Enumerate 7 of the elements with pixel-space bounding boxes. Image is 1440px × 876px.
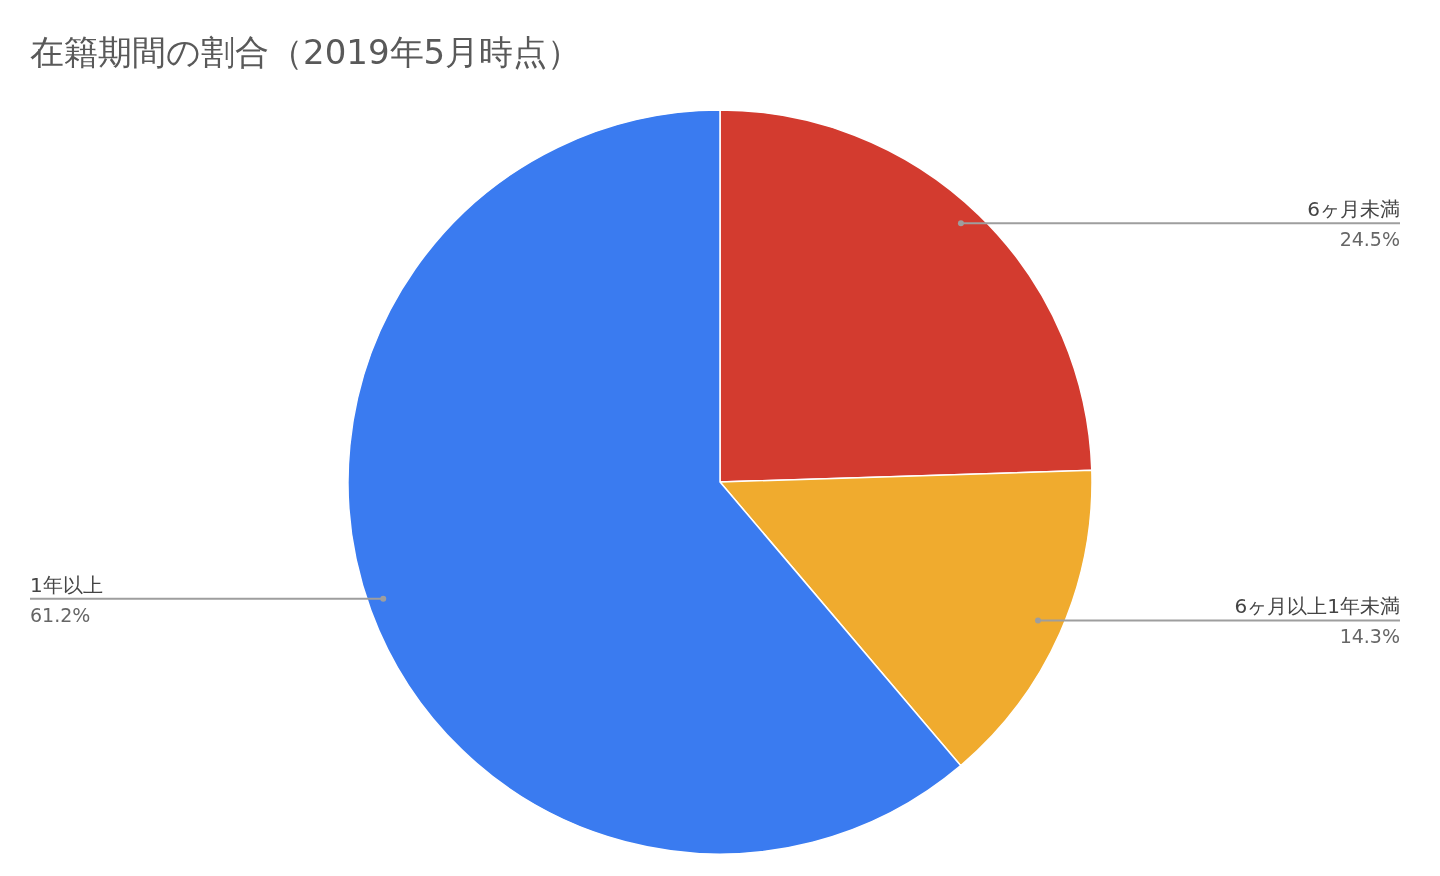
chart-title: 在籍期間の割合（2019年5月時点） bbox=[30, 31, 582, 74]
data-label: 61.2% bbox=[30, 603, 91, 626]
slice-label: 1年以上 bbox=[30, 572, 103, 597]
slice-label: 6ヶ月以上1年未満 bbox=[1234, 594, 1400, 619]
data-label: 24.5% bbox=[1339, 228, 1400, 251]
data-label: 14.3% bbox=[1339, 625, 1400, 648]
slice-label: 6ヶ月未満 bbox=[1307, 197, 1400, 222]
